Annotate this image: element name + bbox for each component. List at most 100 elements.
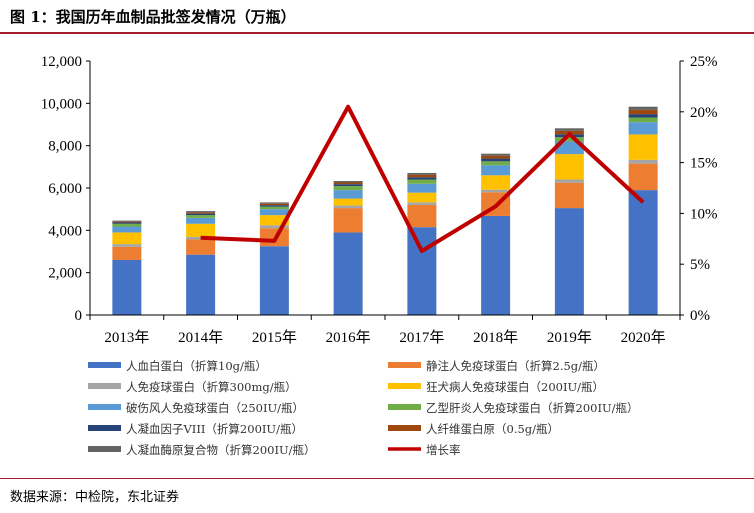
bar-segment <box>333 184 363 187</box>
title-rule <box>0 32 754 34</box>
legend-label: 人凝血酶原复合物（折算200IU/瓶） <box>126 443 316 457</box>
bar-segment <box>186 213 216 216</box>
bar-segment <box>259 203 289 206</box>
source-rule <box>0 478 754 479</box>
bar-segment <box>628 134 658 160</box>
y-left-tick-label: 4,000 <box>48 223 82 239</box>
bar-segment <box>628 109 658 115</box>
legend-swatch <box>88 425 121 431</box>
y-right-tick-label: 15% <box>690 156 718 172</box>
bar-segment <box>628 190 658 315</box>
bar-segment <box>112 221 142 223</box>
x-tick-label: 2014年 <box>178 329 223 346</box>
y-right-tick-label: 10% <box>690 206 718 222</box>
bar-segment <box>628 159 658 164</box>
bar-segment <box>554 179 584 183</box>
bar-segment <box>112 223 142 227</box>
legend-item: 人凝血因子VIII（折算200IU/瓶） <box>88 422 303 436</box>
bar-segment <box>112 244 142 247</box>
bar-segment <box>333 232 363 315</box>
bar-segment <box>407 183 437 193</box>
bar-segment <box>481 153 511 156</box>
x-tick-label: 2018年 <box>473 329 518 346</box>
bar-segment <box>407 192 437 203</box>
bar-segment <box>407 202 437 205</box>
y-left-tick-label: 10,000 <box>41 96 82 112</box>
bar-segment <box>259 246 289 315</box>
bar-segment <box>186 211 216 213</box>
legend-label: 人免疫球蛋白（折算300mg/瓶） <box>126 380 297 394</box>
bar-segment <box>186 217 216 224</box>
legend-item: 静注人免疫球蛋白（折算2.5g/瓶） <box>388 359 605 373</box>
bar-segment <box>186 212 216 214</box>
bar-segment <box>481 215 511 315</box>
bar-segment <box>407 177 437 180</box>
bar-segment <box>259 225 289 229</box>
legend-swatch <box>388 383 421 389</box>
legend-label: 狂犬病人免疫球蛋白（200IU/瓶） <box>426 380 604 394</box>
bar-segment <box>628 117 658 123</box>
bar-segment <box>481 155 511 159</box>
legend-label: 静注人免疫球蛋白（折算2.5g/瓶） <box>426 359 605 373</box>
bar-segment <box>407 204 437 228</box>
bar-segment <box>554 137 584 142</box>
legend-swatch <box>388 362 421 368</box>
legend-item: 人纤维蛋白原（0.5g/瓶） <box>388 422 559 436</box>
bar-segment <box>333 186 363 191</box>
bar-segment <box>186 239 216 255</box>
bar-segment <box>112 226 142 233</box>
bar-segment <box>112 259 142 315</box>
legend-item: 狂犬病人免疫球蛋白（200IU/瓶） <box>388 380 604 394</box>
y-right-tick-label: 0% <box>690 308 710 324</box>
bar-segment <box>333 205 363 209</box>
bar-segment <box>554 141 584 155</box>
legend-item: 乙型肝炎人免疫球蛋白（折算200IU/瓶） <box>388 401 639 415</box>
legend-item: 增长率 <box>388 443 461 457</box>
bar-segment <box>186 254 216 315</box>
x-tick-label: 2013年 <box>104 329 149 346</box>
bar-segment <box>407 174 437 178</box>
legend-item: 破伤风人免疫球蛋白（250IU/瓶） <box>88 401 304 415</box>
bar-segment <box>112 220 142 222</box>
bar-segment <box>259 205 289 207</box>
x-tick-label: 2015年 <box>252 329 297 346</box>
bar-segment <box>333 208 363 233</box>
bar-segment <box>481 161 511 166</box>
legend-label: 增长率 <box>426 443 461 457</box>
bar-segment <box>186 223 216 237</box>
bar-segment <box>407 172 437 175</box>
legend-label: 乙型肝炎人免疫球蛋白（折算200IU/瓶） <box>426 401 639 415</box>
bar-segment <box>186 215 216 218</box>
y-left-tick-label: 2,000 <box>48 266 82 282</box>
legend-swatch <box>88 446 121 452</box>
bar-segment <box>407 227 437 315</box>
bar-segment <box>112 246 142 260</box>
figure-title: 图 1：我国历年血制品批签发情况（万瓶） <box>10 8 296 26</box>
y-right-tick-label: 5% <box>690 257 710 273</box>
x-tick-label: 2019年 <box>547 329 592 346</box>
bar-segment <box>112 232 142 245</box>
legend-label: 人凝血因子VIII（折算200IU/瓶） <box>126 422 303 436</box>
bar-segment <box>259 202 289 204</box>
bar-segment <box>259 209 289 216</box>
legend-swatch <box>388 425 421 431</box>
legend-swatch <box>388 404 421 410</box>
y-left-tick-label: 8,000 <box>48 139 82 155</box>
legend-swatch <box>88 404 121 410</box>
bar-segment <box>333 181 363 183</box>
y-left-tick-label: 6,000 <box>48 181 82 197</box>
legend-label: 人纤维蛋白原（0.5g/瓶） <box>426 422 559 436</box>
y-right-tick-label: 20% <box>690 105 718 121</box>
bar-segment <box>407 179 437 184</box>
bar-segment <box>112 222 142 224</box>
legend-swatch <box>88 362 121 368</box>
source-note: 数据来源：中检院，东北证券 <box>10 490 180 505</box>
bar-segment <box>628 163 658 191</box>
legend-label: 人血白蛋白（折算10g/瓶） <box>126 359 267 373</box>
y-right-tick-label: 25% <box>690 54 718 70</box>
bar-segment <box>628 122 658 135</box>
bar-segment <box>481 189 511 193</box>
growth-rate-line <box>200 104 645 253</box>
bar-segment <box>628 114 658 118</box>
